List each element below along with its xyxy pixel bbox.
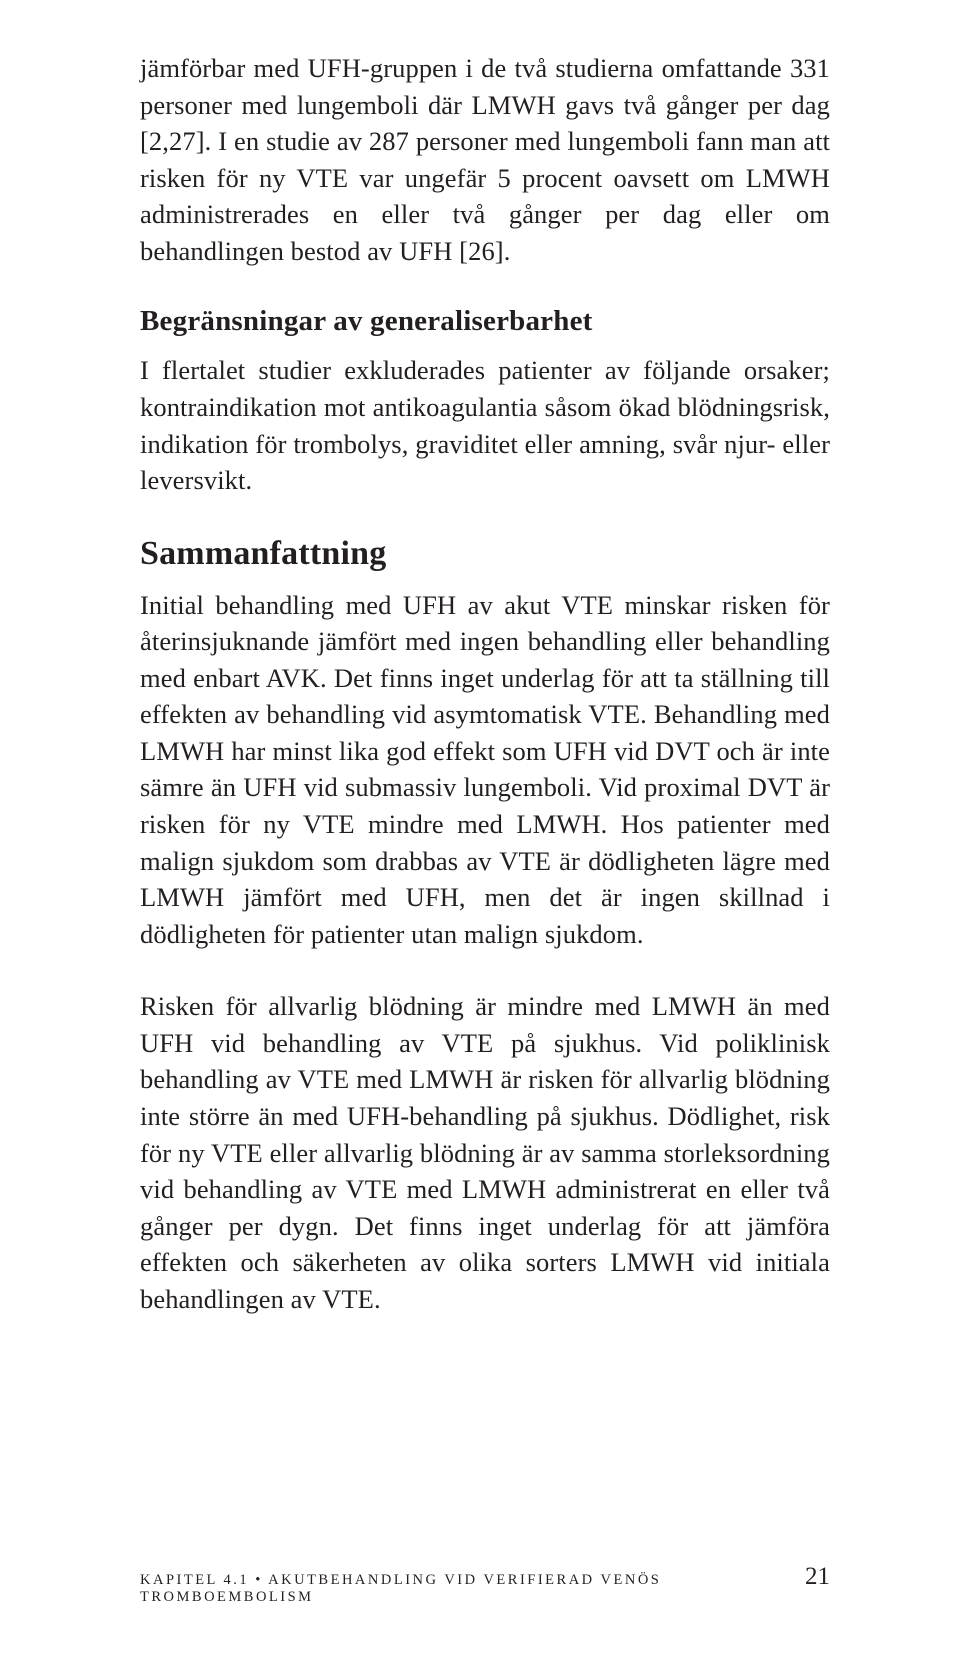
paragraph-1: jämförbar med UFH-gruppen i de två studi…: [140, 50, 830, 269]
heading-limitations: Begränsningar av generaliserbarhet: [140, 305, 830, 338]
page: jämförbar med UFH-gruppen i de två studi…: [0, 0, 960, 1664]
paragraph-2: I flertalet studier exkluderades patient…: [140, 352, 830, 498]
page-footer: KAPITEL 4.1 • AKUTBEHANDLING VID VERIFIE…: [140, 1563, 830, 1606]
heading-summary: Sammanfattning: [140, 535, 830, 573]
footer-chapter-label: KAPITEL 4.1 • AKUTBEHANDLING VID VERIFIE…: [140, 1572, 805, 1606]
footer-page-number: 21: [805, 1563, 830, 1591]
paragraph-4: Risken för allvarlig blödning är mindre …: [140, 988, 830, 1317]
paragraph-3: Initial behandling med UFH av akut VTE m…: [140, 587, 830, 953]
